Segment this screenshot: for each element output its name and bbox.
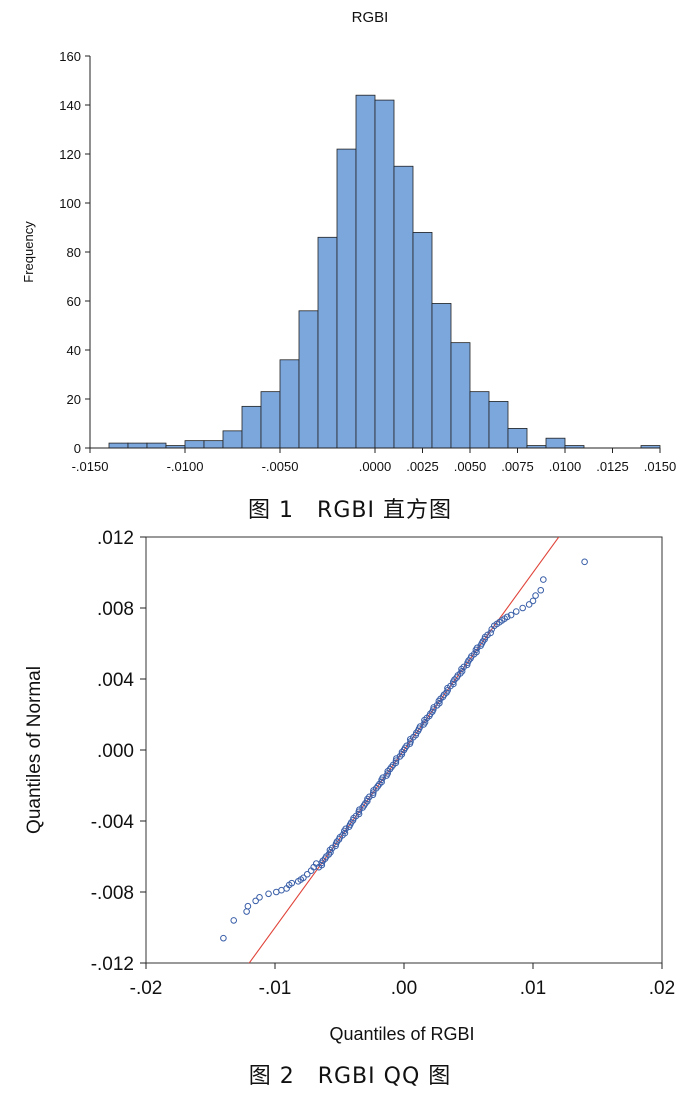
qq-point bbox=[540, 576, 547, 583]
y-axis-label: Quantiles of Normal bbox=[24, 666, 45, 834]
qq-point bbox=[503, 613, 511, 621]
y-tick-label: 160 bbox=[59, 49, 81, 64]
y-tick-label: 140 bbox=[59, 98, 81, 113]
qq-point bbox=[230, 917, 238, 924]
qq-point bbox=[473, 644, 481, 652]
y-tick-label: .004 bbox=[97, 670, 134, 691]
x-tick-label: -.01 bbox=[259, 978, 292, 999]
chart-title: RGBI bbox=[352, 9, 389, 26]
qq-point bbox=[265, 890, 272, 898]
qq-point bbox=[384, 768, 392, 775]
x-tick-label: .0025 bbox=[406, 459, 439, 474]
qq-point bbox=[288, 879, 296, 887]
figure1-caption: 图 1 RGBI 直方图 bbox=[248, 498, 452, 523]
qq-point bbox=[392, 759, 400, 767]
qq-point bbox=[416, 723, 424, 730]
qq-point bbox=[529, 597, 537, 605]
figure2-caption: 图 2 RGBI QQ 图 bbox=[248, 1064, 452, 1089]
qq-point bbox=[342, 825, 349, 833]
qq-point bbox=[244, 902, 252, 910]
qq-point bbox=[364, 795, 371, 803]
y-tick-label: 120 bbox=[59, 147, 81, 162]
y-axis-label: Frequency bbox=[21, 221, 36, 283]
x-tick-label: -.0100 bbox=[167, 459, 204, 474]
y-tick-label: .008 bbox=[97, 599, 134, 620]
y-tick-label: 40 bbox=[67, 343, 81, 358]
y-tick-label: -.008 bbox=[91, 883, 134, 904]
histogram-chart: RGBI Frequency 0 20 40 60 80 100 120 140 160 -.0150… bbox=[21, 9, 677, 474]
y-tick-label: -.012 bbox=[91, 954, 134, 975]
qq-point bbox=[537, 586, 545, 594]
y-tick-label: .000 bbox=[97, 741, 134, 762]
x-tick-label: .0050 bbox=[454, 459, 487, 474]
x-tick-label: .0100 bbox=[549, 459, 582, 474]
qq-point bbox=[519, 604, 526, 612]
x-tick-label: .00 bbox=[391, 978, 417, 999]
qq-point bbox=[378, 778, 385, 786]
qq-point bbox=[487, 629, 494, 637]
qq-point bbox=[312, 860, 320, 867]
qq-point bbox=[430, 704, 437, 711]
qq-point bbox=[451, 676, 458, 684]
qq-point bbox=[507, 611, 515, 619]
qq-point bbox=[581, 558, 588, 566]
qq-point bbox=[532, 592, 539, 599]
x-tick-label: .02 bbox=[649, 978, 675, 999]
x-tick-label: -.0150 bbox=[72, 459, 109, 474]
qq-point bbox=[252, 897, 259, 905]
qq-point bbox=[460, 663, 468, 671]
qq-point bbox=[450, 680, 457, 688]
qq-point bbox=[458, 665, 465, 673]
y-tick-label: 100 bbox=[59, 196, 81, 211]
x-tick-label: .0125 bbox=[596, 459, 629, 474]
qq-point bbox=[525, 601, 533, 608]
qq-point bbox=[256, 894, 263, 901]
y-tick-label: .012 bbox=[97, 528, 134, 549]
y-tick-label: 0 bbox=[74, 441, 81, 456]
qq-point bbox=[512, 608, 520, 615]
x-tick-label: .01 bbox=[520, 978, 546, 999]
y-tick-label: 80 bbox=[67, 245, 81, 260]
y-tick-label: -.004 bbox=[91, 812, 135, 833]
x-axis-label: Quantiles of RGBI bbox=[329, 1024, 474, 1044]
qq-point bbox=[366, 793, 373, 801]
x-tick-label: .0000 bbox=[359, 459, 392, 474]
x-tick-label: .0150 bbox=[644, 459, 677, 474]
qq-points bbox=[220, 558, 588, 942]
qq-point bbox=[403, 742, 410, 750]
qq-point bbox=[328, 844, 336, 852]
qq-point bbox=[393, 755, 400, 762]
qq-point bbox=[220, 934, 227, 942]
x-tick-label: -.0050 bbox=[262, 459, 299, 474]
qq-point bbox=[379, 774, 387, 781]
histogram-bars bbox=[108, 94, 661, 449]
qq-point bbox=[300, 874, 307, 882]
qq-plot-chart: -.012 -.008 -.004 .000 .004 .008 .012 -.02 -.01.… bbox=[24, 528, 675, 1044]
qq-point bbox=[398, 748, 406, 756]
qq-point bbox=[303, 870, 311, 878]
x-tick-label: -.02 bbox=[130, 978, 163, 999]
x-tick-label: .0075 bbox=[501, 459, 534, 474]
y-tick-label: 60 bbox=[67, 294, 81, 309]
y-tick-label: 20 bbox=[67, 392, 81, 407]
